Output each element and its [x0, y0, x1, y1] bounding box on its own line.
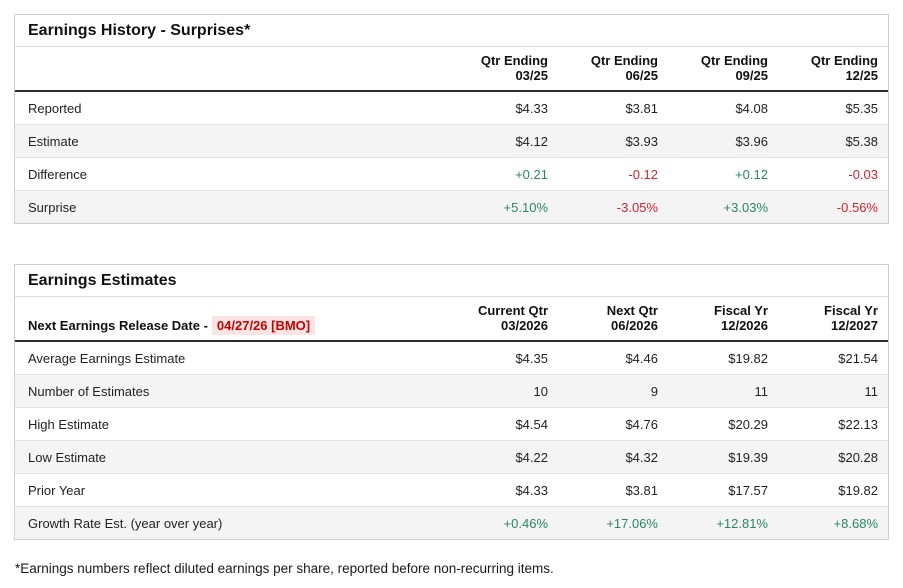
table-cell-value: -3.05% [616, 200, 658, 215]
table-cell-value: $4.35 [515, 351, 548, 366]
column-header-line1: Qtr Ending [480, 53, 548, 68]
empty-header-cell [15, 47, 448, 92]
table-row-reported: Reported $4.33 $3.81 $4.08 $5.35 [15, 91, 888, 125]
release-date-value: 04/27/26 [BMO] [211, 316, 316, 335]
table-cell-value: $20.29 [728, 417, 768, 432]
table-row-high-estimate: High Estimate $4.54 $4.76 $20.29 $22.13 [15, 407, 888, 441]
table-cell-value: +12.81% [716, 516, 768, 531]
table-cell-value: $5.38 [845, 134, 878, 149]
row-label: Surprise [28, 200, 77, 215]
column-header-line1: Qtr Ending [810, 53, 878, 68]
column-header-line2: 12/2026 [721, 318, 768, 333]
table-cell-value: -0.56% [836, 200, 878, 215]
column-header-line2: 03/2026 [501, 318, 548, 333]
column-header-line2: 09/25 [735, 68, 768, 83]
column-header-line1: Qtr Ending [590, 53, 658, 68]
column-header-line2: 03/25 [515, 68, 548, 83]
table-cell-value: $3.93 [625, 134, 658, 149]
table-cell-value: $17.57 [728, 483, 768, 498]
table-cell-value: +0.46% [503, 516, 548, 531]
column-header-line1: Fiscal Yr [714, 303, 768, 318]
table-cell-value: 11 [754, 384, 769, 399]
table-cell-value: $19.82 [728, 351, 768, 366]
table-cell-value: $3.96 [735, 134, 768, 149]
column-header-line1: Qtr Ending [700, 53, 768, 68]
table-cell-value: +17.06% [606, 516, 658, 531]
table-cell-value: $3.81 [625, 101, 658, 116]
row-label: High Estimate [28, 417, 109, 432]
table-cell-value: $3.81 [625, 483, 658, 498]
column-header-qtr-0925: Qtr Ending 09/25 [668, 47, 778, 92]
table-cell-value: $22.13 [838, 417, 878, 432]
row-label: Reported [28, 101, 82, 116]
column-header-qtr-0625: Qtr Ending 06/25 [558, 47, 668, 92]
row-label: Low Estimate [28, 450, 107, 465]
release-date-label: Next Earnings Release Date - [28, 318, 208, 333]
column-header-current-qtr: Current Qtr 03/2026 [448, 297, 558, 342]
table-cell-value: $19.82 [838, 483, 878, 498]
table-cell-value: $4.12 [515, 134, 548, 149]
table-row-growth-rate: Growth Rate Est. (year over year) +0.46%… [15, 506, 888, 539]
table-cell-value: +3.03% [723, 200, 768, 215]
row-label: Growth Rate Est. (year over year) [28, 516, 223, 531]
column-header-next-qtr: Next Qtr 06/2026 [558, 297, 668, 342]
row-label: Estimate [28, 134, 79, 149]
table-cell-value: $4.46 [625, 351, 658, 366]
table-row-difference: Difference +0.21 -0.12 +0.12 -0.03 [15, 157, 888, 191]
row-label: Average Earnings Estimate [28, 351, 186, 366]
table-row-surprise: Surprise +5.10% -3.05% +3.03% -0.56% [15, 190, 888, 223]
column-header-fiscal-2026: Fiscal Yr 12/2026 [668, 297, 778, 342]
column-header-fiscal-2027: Fiscal Yr 12/2027 [778, 297, 888, 342]
table-cell-value: $5.35 [845, 101, 878, 116]
column-header-line2: 12/25 [845, 68, 878, 83]
table-cell-value: +8.68% [833, 516, 878, 531]
table-cell-value: $20.28 [838, 450, 878, 465]
column-header-line1: Next Qtr [606, 303, 658, 318]
earnings-history-table: Qtr Ending 03/25 Qtr Ending 06/25 Qtr En… [15, 47, 888, 223]
table-cell-value: 10 [533, 384, 548, 399]
table-cell-value: $4.08 [735, 101, 768, 116]
earnings-estimates-header-row: Next Earnings Release Date -04/27/26 [BM… [15, 297, 888, 342]
column-header-line1: Fiscal Yr [824, 303, 878, 318]
row-label: Difference [28, 167, 88, 182]
table-cell-value: -0.12 [628, 167, 658, 182]
row-label: Number of Estimates [28, 384, 150, 399]
table-cell-value: $4.22 [515, 450, 548, 465]
table-row-prior-year: Prior Year $4.33 $3.81 $17.57 $19.82 [15, 473, 888, 507]
next-earnings-release-cell: Next Earnings Release Date -04/27/26 [BM… [15, 297, 448, 342]
column-header-qtr-1225: Qtr Ending 12/25 [778, 47, 888, 92]
table-cell-value: $4.33 [515, 483, 548, 498]
row-label: Prior Year [28, 483, 86, 498]
earnings-estimates-panel: Earnings Estimates Next Earnings Release… [14, 264, 889, 540]
table-row-estimate: Estimate $4.12 $3.93 $3.96 $5.38 [15, 124, 888, 158]
table-cell-value: -0.03 [848, 167, 878, 182]
table-cell-value: +5.10% [503, 200, 548, 215]
table-row-average-estimate: Average Earnings Estimate $4.35 $4.46 $1… [15, 341, 888, 375]
column-header-line2: 12/2027 [831, 318, 878, 333]
earnings-estimates-table: Next Earnings Release Date -04/27/26 [BM… [15, 297, 888, 539]
column-header-line2: 06/25 [625, 68, 658, 83]
earnings-history-title: Earnings History - Surprises* [15, 15, 888, 47]
table-cell-value: $4.54 [515, 417, 548, 432]
table-cell-value: 9 [650, 384, 658, 399]
earnings-history-panel: Earnings History - Surprises* Qtr Ending… [14, 14, 889, 224]
column-header-line1: Current Qtr [477, 303, 548, 318]
table-cell-value: $4.32 [625, 450, 658, 465]
table-cell-value: 11 [864, 384, 879, 399]
table-row-low-estimate: Low Estimate $4.22 $4.32 $19.39 $20.28 [15, 440, 888, 474]
earnings-estimates-title: Earnings Estimates [15, 265, 888, 297]
table-cell-value: $21.54 [838, 351, 878, 366]
table-cell-value: $19.39 [728, 450, 768, 465]
table-cell-value: $4.76 [625, 417, 658, 432]
earnings-history-header-row: Qtr Ending 03/25 Qtr Ending 06/25 Qtr En… [15, 47, 888, 92]
column-header-line2: 06/2026 [611, 318, 658, 333]
earnings-footnote: *Earnings numbers reflect diluted earnin… [15, 561, 554, 576]
table-cell-value: +0.12 [735, 167, 768, 182]
column-header-qtr-0325: Qtr Ending 03/25 [448, 47, 558, 92]
table-cell-value: +0.21 [515, 167, 548, 182]
table-row-number-of-estimates: Number of Estimates 10 9 11 11 [15, 374, 888, 408]
table-cell-value: $4.33 [515, 101, 548, 116]
